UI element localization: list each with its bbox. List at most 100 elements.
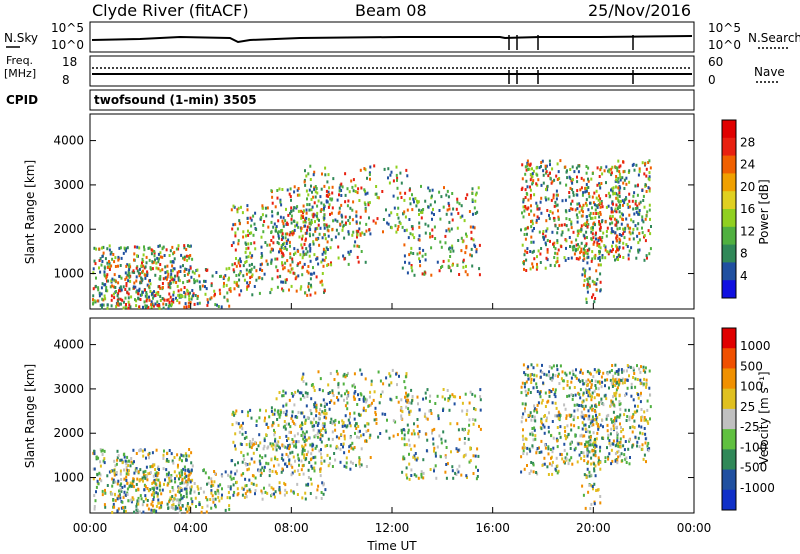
echo-cell — [185, 507, 187, 511]
echo-cell — [126, 273, 129, 277]
echo-cell — [199, 486, 202, 490]
echo-cell — [262, 223, 265, 227]
echo-cell — [206, 482, 208, 486]
echo-cell — [583, 271, 586, 275]
echo-cell — [571, 188, 574, 192]
echo-cell — [566, 169, 568, 173]
echo-cell — [281, 236, 284, 240]
echo-cell — [180, 253, 183, 257]
echo-cell — [236, 210, 239, 214]
echo-cell — [433, 449, 435, 453]
echo-cell — [100, 449, 103, 453]
echo-cell — [156, 300, 159, 304]
echo-cell — [221, 474, 224, 478]
echo-cell — [448, 220, 451, 224]
echo-cell — [619, 413, 622, 417]
echo-cell — [244, 484, 247, 488]
echo-cell — [597, 238, 600, 242]
echo-cell — [255, 269, 258, 273]
station-title: Clyde River (fitACF) — [92, 1, 249, 20]
echo-cell — [143, 245, 145, 249]
echo-cell — [159, 251, 162, 255]
echo-cell — [304, 291, 306, 295]
echo-cell — [429, 203, 432, 207]
echo-cell — [229, 475, 232, 479]
echo-cell — [327, 383, 330, 387]
echo-cell — [595, 212, 598, 215]
echo-cell — [250, 224, 253, 228]
echo-cell — [540, 211, 543, 215]
echo-cell — [618, 240, 621, 244]
echo-cell — [277, 445, 280, 449]
colorbar-tick-label: -25 — [740, 420, 760, 434]
echo-cell — [358, 398, 361, 401]
echo-cell — [584, 427, 587, 431]
echo-cell — [542, 235, 545, 239]
echo-cell — [599, 461, 602, 464]
echo-cell — [619, 422, 621, 426]
echo-cell — [603, 244, 606, 248]
echo-cell — [294, 224, 297, 228]
echo-cell — [575, 368, 577, 372]
echo-cell — [186, 288, 189, 292]
echo-cell — [350, 179, 353, 183]
echo-cell — [386, 221, 389, 225]
echo-cell — [404, 191, 407, 195]
echo-cell — [427, 224, 430, 228]
echo-cell — [582, 382, 585, 386]
echo-cell — [547, 174, 550, 178]
echo-cell — [587, 417, 590, 421]
echo-cell — [255, 278, 258, 282]
echo-cell — [297, 274, 300, 278]
echo-cell — [610, 173, 613, 177]
echo-cell — [616, 235, 619, 239]
echo-cell — [288, 462, 291, 466]
velocity-ylabel: Slant Range [km] — [23, 364, 37, 468]
echo-cell — [462, 428, 465, 432]
echo-cell — [530, 469, 533, 473]
echo-cell — [116, 456, 119, 460]
echo-cell — [588, 470, 591, 474]
echo-cell — [535, 218, 538, 222]
echo-cell — [594, 450, 597, 454]
echo-cell — [245, 255, 248, 259]
echo-cell — [343, 372, 346, 376]
echo-cell — [246, 208, 249, 212]
echo-cell — [250, 481, 253, 485]
echo-cell — [278, 250, 280, 254]
echo-cell — [464, 270, 467, 274]
echo-cell — [127, 306, 130, 310]
echo-cell — [586, 370, 589, 374]
echo-cell — [331, 206, 334, 210]
echo-cell — [634, 377, 637, 381]
echo-cell — [273, 464, 275, 468]
echo-cell — [379, 379, 382, 383]
echo-cell — [561, 457, 564, 461]
echo-cell — [622, 246, 625, 250]
echo-cell — [614, 452, 617, 456]
echo-cell — [119, 286, 122, 290]
echo-cell — [387, 167, 390, 171]
echo-cell — [102, 459, 105, 463]
echo-cell — [294, 277, 297, 281]
echo-cell — [337, 245, 340, 249]
echo-cell — [155, 504, 158, 508]
echo-cell — [138, 289, 140, 293]
echo-cell — [210, 491, 213, 495]
echo-cell — [537, 216, 540, 220]
echo-cell — [356, 255, 359, 259]
colorbar-frame — [721, 327, 737, 511]
echo-cell — [297, 410, 300, 414]
echo-cell — [623, 453, 626, 457]
echo-cell — [626, 202, 629, 206]
echo-cell — [404, 260, 406, 264]
echo-cell — [168, 292, 171, 296]
echo-cell — [359, 233, 362, 237]
echo-cell — [638, 231, 641, 235]
echo-cell — [606, 446, 608, 450]
echo-cell — [289, 244, 291, 248]
echo-cell — [324, 249, 327, 253]
echo-cell — [373, 418, 376, 422]
echo-cell — [247, 284, 250, 288]
echo-cell — [582, 203, 585, 207]
